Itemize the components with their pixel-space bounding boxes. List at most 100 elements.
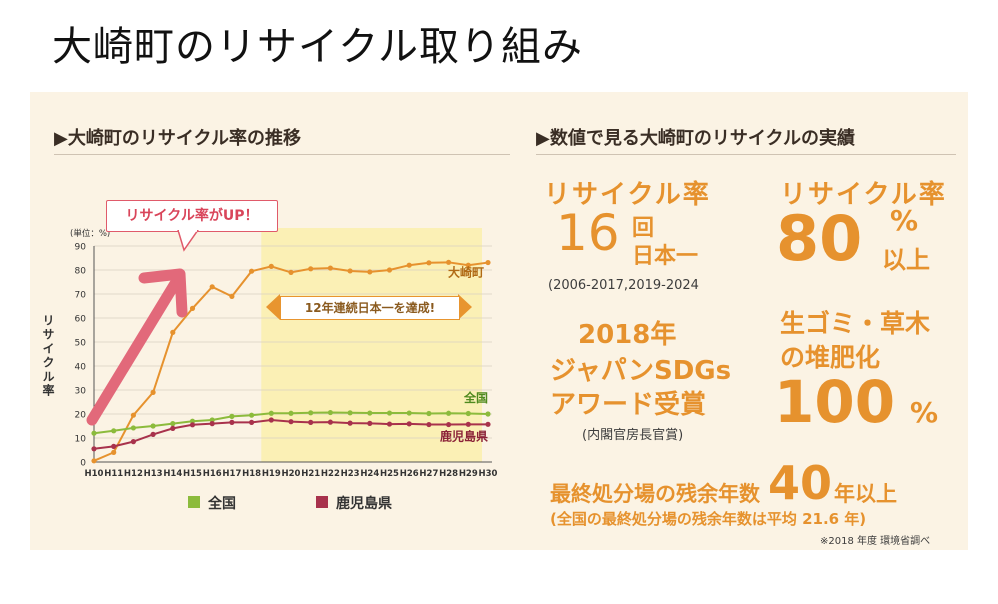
- landfill-number: 40: [768, 456, 833, 510]
- stat3-number: 100: [774, 368, 896, 436]
- data-point: [386, 410, 393, 416]
- y-tick-label: 80: [75, 267, 87, 277]
- data-point: [426, 421, 432, 428]
- stat3-label-line1: 生ゴミ・草木: [780, 309, 931, 338]
- data-point: [150, 389, 156, 395]
- data-point: [465, 410, 471, 417]
- data-point: [386, 267, 393, 273]
- data-point: [170, 329, 176, 335]
- data-point: [229, 419, 235, 425]
- landfill-note: (全国の最終処分場の残余年数は平均 21.6 年): [550, 510, 867, 528]
- stat2-unit-top: %: [890, 204, 919, 237]
- data-point: [111, 443, 117, 449]
- x-tick-label: H14: [163, 469, 182, 479]
- x-tick-label: H10: [85, 469, 104, 479]
- stat3-label-line2: の堆肥化: [780, 343, 881, 372]
- landfill-source: ※2018 年度 環境省調べ: [820, 536, 931, 547]
- data-point: [268, 417, 274, 423]
- data-point: [347, 410, 353, 416]
- award-name-line1: ジャパンSDGs: [550, 356, 732, 386]
- callout-text: リサイクル率がUP！: [125, 208, 259, 224]
- data-point: [249, 268, 255, 274]
- stat1-number: 16: [556, 204, 620, 262]
- x-tick-label: H28: [439, 469, 458, 479]
- data-point: [229, 413, 235, 419]
- data-point: [189, 422, 196, 428]
- x-tick-label: H18: [242, 469, 261, 479]
- chart-section-heading: ▶大崎町のリサイクル率の推移: [54, 128, 301, 149]
- data-point: [308, 266, 314, 272]
- data-point: [111, 449, 117, 455]
- data-point: [170, 421, 176, 427]
- data-point: [426, 260, 432, 266]
- award-note: (内閣官房長官賞): [582, 428, 684, 443]
- unit-label: (単位：%): [70, 228, 110, 239]
- data-point: [268, 410, 274, 416]
- data-point: [249, 419, 255, 425]
- y-tick-label: 60: [75, 315, 87, 325]
- x-tick-label: H26: [400, 469, 419, 479]
- growth-arrow-shaft: [86, 276, 182, 426]
- data-point: [465, 421, 471, 427]
- data-point: [209, 284, 215, 290]
- data-point: [130, 425, 136, 431]
- x-tick-label: H24: [360, 469, 379, 479]
- x-tick-label: H23: [341, 469, 360, 479]
- series-label: 全国: [463, 390, 488, 405]
- data-point: [288, 269, 294, 275]
- x-tick-label: H16: [203, 469, 222, 479]
- data-point: [367, 269, 373, 275]
- data-point: [327, 265, 333, 271]
- y-tick-label: 20: [75, 411, 87, 421]
- x-tick-label: H30: [479, 469, 498, 479]
- x-tick-label: H12: [124, 469, 143, 479]
- x-tick-label: H19: [262, 469, 281, 479]
- data-point: [446, 421, 452, 428]
- recycling-up-callout: リサイクル率がUP！: [106, 200, 278, 232]
- data-point: [406, 262, 412, 268]
- data-point: [446, 259, 452, 265]
- y-tick-label: 90: [75, 243, 87, 253]
- data-point: [367, 420, 373, 426]
- legend-swatch-zenkoku: [188, 496, 200, 508]
- data-point: [406, 410, 412, 416]
- x-tick-label: H17: [222, 469, 241, 479]
- data-point: [130, 412, 136, 418]
- data-point: [426, 410, 432, 417]
- data-point: [308, 410, 314, 416]
- data-point: [485, 411, 491, 417]
- stat2-unit-bottom: 以上: [882, 246, 930, 274]
- data-point: [406, 421, 412, 427]
- data-point: [465, 262, 471, 268]
- twelve-years-banner: 12年連続日本一を達成!: [280, 296, 460, 320]
- data-point: [91, 430, 97, 436]
- left-heading-rule: [54, 154, 510, 155]
- series-label: 大崎町: [448, 265, 484, 280]
- infographic-panel: ▶大崎町のリサイクル率の推移 0 10 20 30 40 50 60 70 80 90 H10 H11…: [30, 92, 968, 550]
- data-point: [189, 305, 196, 311]
- callout-pointer: [177, 230, 199, 252]
- data-point: [347, 420, 353, 426]
- landfill-prefix: 最終処分場の残余年数: [550, 482, 760, 506]
- data-point: [170, 425, 176, 431]
- stat1-unit-top: 回: [632, 216, 655, 241]
- data-point: [229, 293, 235, 299]
- data-point: [111, 428, 117, 434]
- stat3-unit: %: [910, 396, 939, 429]
- stat1-unit-bottom: 日本一: [632, 244, 699, 269]
- data-point: [308, 419, 314, 425]
- page-title: 大崎町のリサイクル取り組み: [52, 24, 583, 70]
- award-year: 2018年: [578, 320, 677, 350]
- data-point: [150, 423, 156, 429]
- x-tick-label: H22: [321, 469, 340, 479]
- x-tick-label: H21: [301, 469, 320, 479]
- stat1-note: (2006-2017,2019-2024: [548, 278, 699, 293]
- data-point: [268, 263, 274, 269]
- data-point: [209, 421, 215, 427]
- data-point: [367, 410, 373, 416]
- data-point: [288, 410, 294, 416]
- data-point: [91, 446, 97, 452]
- data-point: [189, 418, 196, 424]
- stats-section-heading: ▶数値で見る大崎町のリサイクルの実績: [536, 128, 855, 149]
- data-point: [91, 458, 97, 464]
